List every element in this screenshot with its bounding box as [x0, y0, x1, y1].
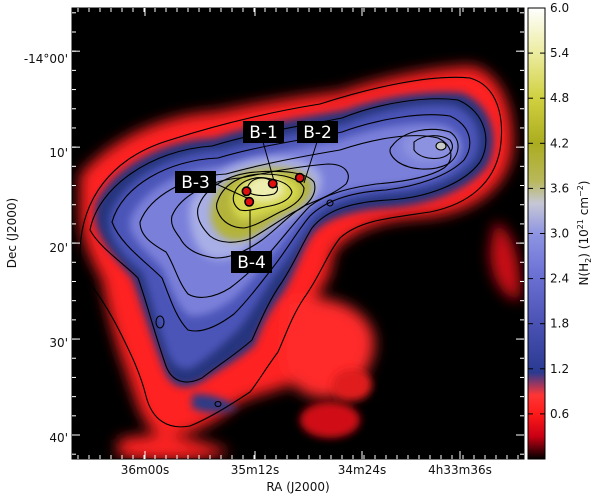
- x-tick-label: 35m12s: [231, 463, 279, 477]
- label-b2: B-2: [297, 121, 338, 143]
- colorbar-tick-label: 3.6: [550, 181, 569, 195]
- x-tick-labels: 36m00s 35m12s 34m24s 4h33m36s: [121, 463, 492, 477]
- source-marker-b-4: [244, 196, 255, 207]
- contour-3: [139, 135, 452, 298]
- label-b3: B-3: [175, 171, 216, 193]
- label-b4-text: B-4: [237, 253, 266, 273]
- column-density-map: [79, 66, 521, 459]
- x-axis-title: RA (J2000): [266, 480, 329, 494]
- source-marker-b-3: [241, 186, 252, 197]
- x-tick-label: 4h33m36s: [428, 463, 492, 477]
- source-labels: B-1 B-2 B-3 B-4: [175, 121, 338, 273]
- contour-south-blob: [214, 400, 222, 408]
- y-tick-labels: -14°00' 10' 20' 30' 40': [24, 52, 68, 445]
- label-b2-text: B-2: [303, 123, 332, 143]
- contour-outer: [79, 76, 503, 428]
- colorbar-tick-label: 2.4: [550, 272, 569, 286]
- colorbar-tick-label: 6.0: [550, 1, 569, 15]
- label-b4: B-4: [231, 251, 272, 273]
- y-tick-label: 10': [49, 146, 68, 160]
- colorbar-tick-label: 4.2: [550, 136, 569, 150]
- source-markers: [241, 172, 305, 207]
- colorbar-tick-label: 5.4: [550, 46, 569, 60]
- y-axis-title: Dec (J2000): [5, 198, 19, 268]
- y-tick-label: 40': [49, 431, 68, 445]
- contour-5: [197, 170, 316, 243]
- y-tick-label: -14°00': [24, 52, 68, 66]
- leader-b3: [211, 181, 248, 199]
- map-ticks: [72, 8, 524, 459]
- x-tick-label: 36m00s: [121, 463, 169, 477]
- colorbar-title: N(H2) (1021 cm−2): [576, 180, 593, 285]
- contour-6: [215, 173, 305, 229]
- map-panel: B-1 B-2 B-3 B-4: [71, 7, 525, 460]
- label-b3-text: B-3: [181, 173, 210, 193]
- contour-east-1: [389, 128, 459, 170]
- colorbar-ticks: 6.0 5.4 4.8 4.2 3.6 3.0 2.4 1.8 1.2 0.6: [528, 1, 569, 421]
- colorbar-tick-label: 4.8: [550, 91, 569, 105]
- colorbar-tick-label: 1.8: [550, 317, 569, 331]
- contour-east-peak: [435, 141, 447, 151]
- colorbar: 6.0 5.4 4.8 4.2 3.6 3.0 2.4 1.8 1.2 0.6 N(H2) (10…: [527, 1, 593, 460]
- colorbar-tick-label: 0.6: [550, 407, 569, 421]
- label-b1: B-1: [243, 121, 284, 143]
- x-tick-label: 34m24s: [338, 463, 386, 477]
- leader-b2: [303, 141, 318, 184]
- y-tick-label: 20': [49, 241, 68, 255]
- contour-1: [89, 98, 487, 383]
- source-marker-b-1: [267, 178, 278, 189]
- contour-2: [111, 114, 471, 332]
- contour-4: [170, 163, 349, 259]
- colorbar-tick-label: 1.2: [550, 362, 569, 376]
- contour-east-2: [413, 135, 453, 160]
- contours: [79, 76, 503, 428]
- colorbar-tick-label: 3.0: [550, 227, 569, 241]
- source-marker-b-2: [294, 172, 305, 183]
- contour-small: [326, 199, 334, 207]
- label-b1-text: B-1: [249, 123, 278, 143]
- y-tick-label: 30': [49, 336, 68, 350]
- contour-west-blob: [155, 315, 165, 329]
